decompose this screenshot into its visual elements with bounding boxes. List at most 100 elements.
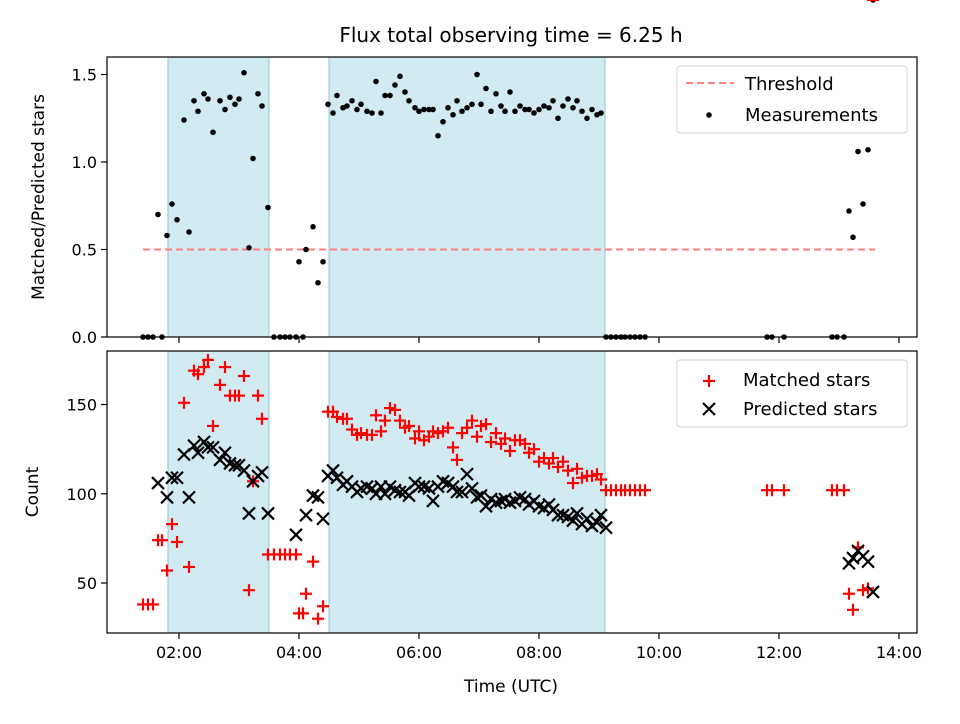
measurement-point	[598, 110, 604, 116]
measurement-point	[865, 146, 871, 153]
top-legend: Threshold Measurements	[676, 65, 908, 134]
matched-star-point	[355, 427, 367, 440]
matched-star-point	[461, 421, 473, 434]
measurement-point	[250, 155, 256, 162]
matched-star-point	[466, 414, 478, 427]
measurement-point	[469, 101, 475, 108]
measurement-point	[259, 103, 265, 109]
matched-star-point	[528, 443, 540, 456]
measurement-point	[474, 71, 480, 78]
predicted-star-point	[474, 488, 488, 503]
measurement-point	[265, 204, 271, 211]
measurement-point	[236, 96, 242, 102]
measurement-point	[382, 92, 388, 99]
top-y-tick-label: 1.5	[72, 66, 97, 85]
top-y-axis-label: Matched/Predicted stars	[29, 94, 49, 300]
measurement-point	[550, 97, 556, 104]
matched-star-point	[403, 419, 415, 432]
matched-star-point	[198, 361, 210, 374]
legend-matched-label: Matched stars	[743, 370, 870, 391]
predicted-star-point	[237, 463, 251, 478]
measurement-point	[483, 85, 489, 92]
matched-star-point	[519, 437, 531, 450]
matched-star-point	[256, 412, 268, 425]
matched-star-point	[480, 418, 492, 431]
measurement-point	[426, 106, 432, 113]
measurement-point	[241, 69, 247, 76]
matched-star-point	[394, 414, 406, 427]
measurement-point	[565, 96, 571, 102]
matched-star-point	[252, 389, 264, 402]
matched-star-point	[214, 378, 226, 391]
measurement-point	[435, 132, 441, 139]
measurement-point	[454, 97, 460, 104]
top-y-tick-label: 0.5	[72, 241, 97, 260]
measurement-point	[850, 234, 856, 241]
top-panel: 0.0 0.5 1.0 1.5 Matched/Predicted stars Thr…	[29, 0, 918, 347]
matched-star-point	[307, 555, 319, 568]
x-tick-label: 06:00	[396, 643, 442, 662]
legend-matched-marker	[703, 375, 715, 387]
measurement-point	[507, 89, 513, 95]
matched-star-point	[499, 432, 511, 445]
measurement-point	[349, 97, 355, 104]
legend-threshold-label: Threshold	[744, 74, 834, 95]
measurement-point	[310, 223, 316, 230]
matched-star-point	[233, 389, 245, 402]
top-y-tick-label: 1.0	[72, 153, 97, 172]
predicted-star-point	[255, 465, 269, 480]
measurement-point	[536, 106, 542, 113]
predicted-star-point	[393, 485, 407, 499]
predicted-star-point	[191, 445, 205, 460]
matched-star-point	[562, 464, 574, 477]
legend-predicted-marker	[702, 402, 716, 416]
measurement-point	[315, 279, 321, 286]
bot-y-tick-label: 150	[66, 396, 97, 415]
measurement-point	[574, 97, 580, 104]
bot-y-tick-label: 100	[66, 485, 97, 504]
predicted-star-point	[218, 445, 232, 460]
measurement-point	[181, 117, 187, 123]
measurement-point	[584, 115, 590, 122]
matched-star-point	[485, 436, 497, 449]
predicted-star-point	[201, 440, 215, 455]
measurement-point	[493, 90, 499, 97]
measurement-point	[205, 96, 211, 102]
matched-star-point	[843, 587, 855, 600]
predicted-star-point	[590, 515, 604, 530]
predicted-star-point	[160, 490, 174, 505]
matched-star-point	[447, 441, 459, 454]
matched-star-point	[171, 535, 183, 548]
measurement-point	[320, 258, 326, 265]
measurement-point	[459, 108, 465, 115]
matched-star-point	[567, 477, 579, 490]
measurement-point	[164, 232, 170, 239]
matched-star-point	[166, 518, 178, 531]
matched-star-point	[442, 421, 454, 434]
predicted-star-point	[316, 511, 330, 526]
x-tick-label: 12:00	[756, 643, 802, 662]
measurement-point	[502, 108, 508, 115]
matched-star-point	[183, 560, 195, 573]
measurement-point	[488, 108, 494, 115]
predicted-star-point	[465, 481, 479, 496]
matched-star-point	[547, 452, 559, 465]
measurement-point	[512, 108, 518, 115]
measurement-point	[222, 106, 228, 113]
measurement-point	[416, 108, 422, 115]
measurement-point	[330, 110, 336, 116]
predicted-star-point	[378, 487, 392, 501]
matched-star-point	[375, 425, 387, 438]
measurement-point	[232, 101, 238, 108]
x-tick-label: 10:00	[636, 643, 682, 662]
matched-star-point	[341, 412, 353, 425]
matched-star-point	[451, 453, 463, 466]
matched-star-point	[243, 584, 255, 597]
measurement-point	[246, 244, 252, 251]
predicted-star-point	[228, 458, 242, 473]
predicted-star-point	[213, 453, 227, 467]
matched-star-point	[413, 425, 425, 438]
measurement-point	[498, 103, 504, 109]
predicted-star-point	[580, 511, 594, 526]
